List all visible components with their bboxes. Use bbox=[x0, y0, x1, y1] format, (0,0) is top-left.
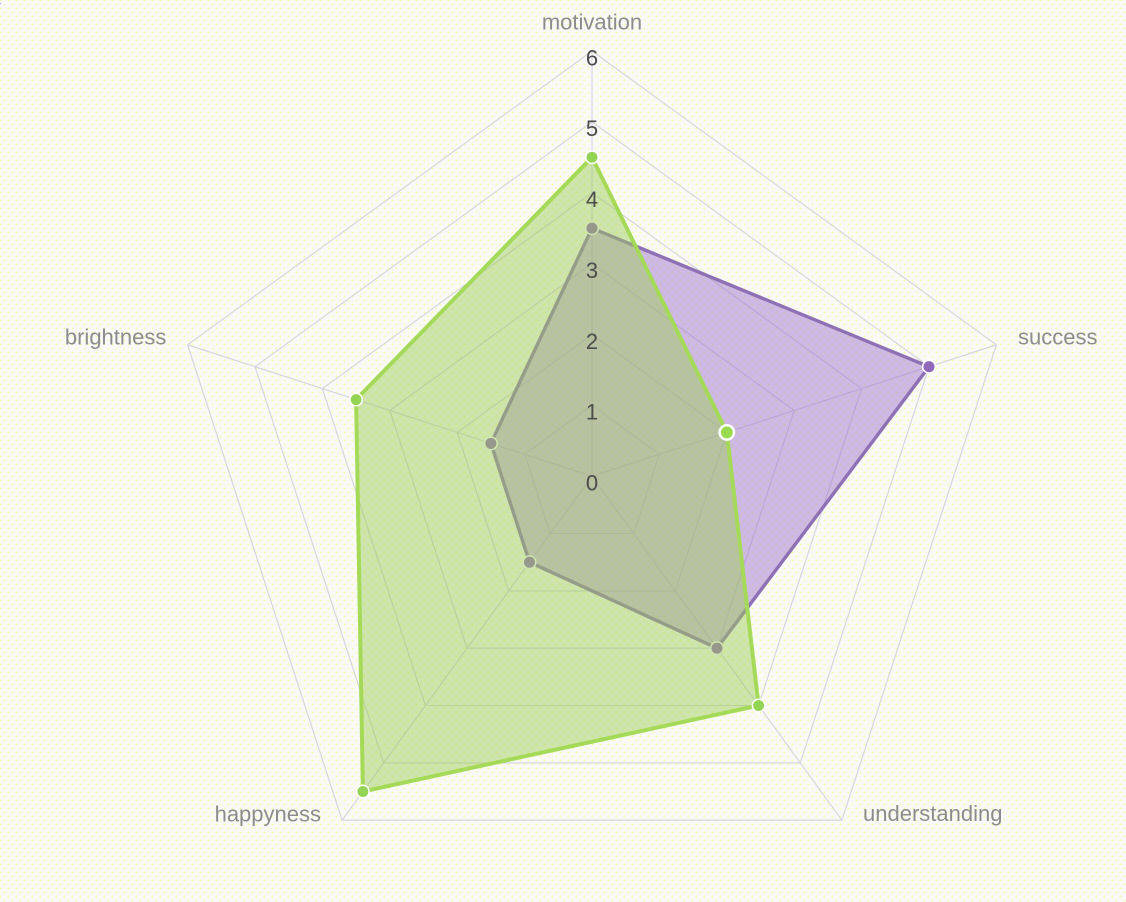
svg-text:brightness: brightness bbox=[65, 324, 167, 349]
svg-text:4: 4 bbox=[586, 187, 598, 212]
svg-text:motivation: motivation bbox=[542, 10, 642, 35]
svg-text:6: 6 bbox=[586, 45, 598, 70]
svg-text:1: 1 bbox=[586, 400, 598, 425]
svg-text:understanding: understanding bbox=[863, 801, 1002, 826]
svg-text:3: 3 bbox=[586, 258, 598, 283]
svg-text:success: success bbox=[1018, 325, 1097, 350]
svg-text:2: 2 bbox=[586, 329, 598, 354]
svg-text:0: 0 bbox=[586, 471, 598, 496]
svg-text:5: 5 bbox=[586, 116, 598, 141]
svg-text:happyness: happyness bbox=[215, 801, 321, 826]
